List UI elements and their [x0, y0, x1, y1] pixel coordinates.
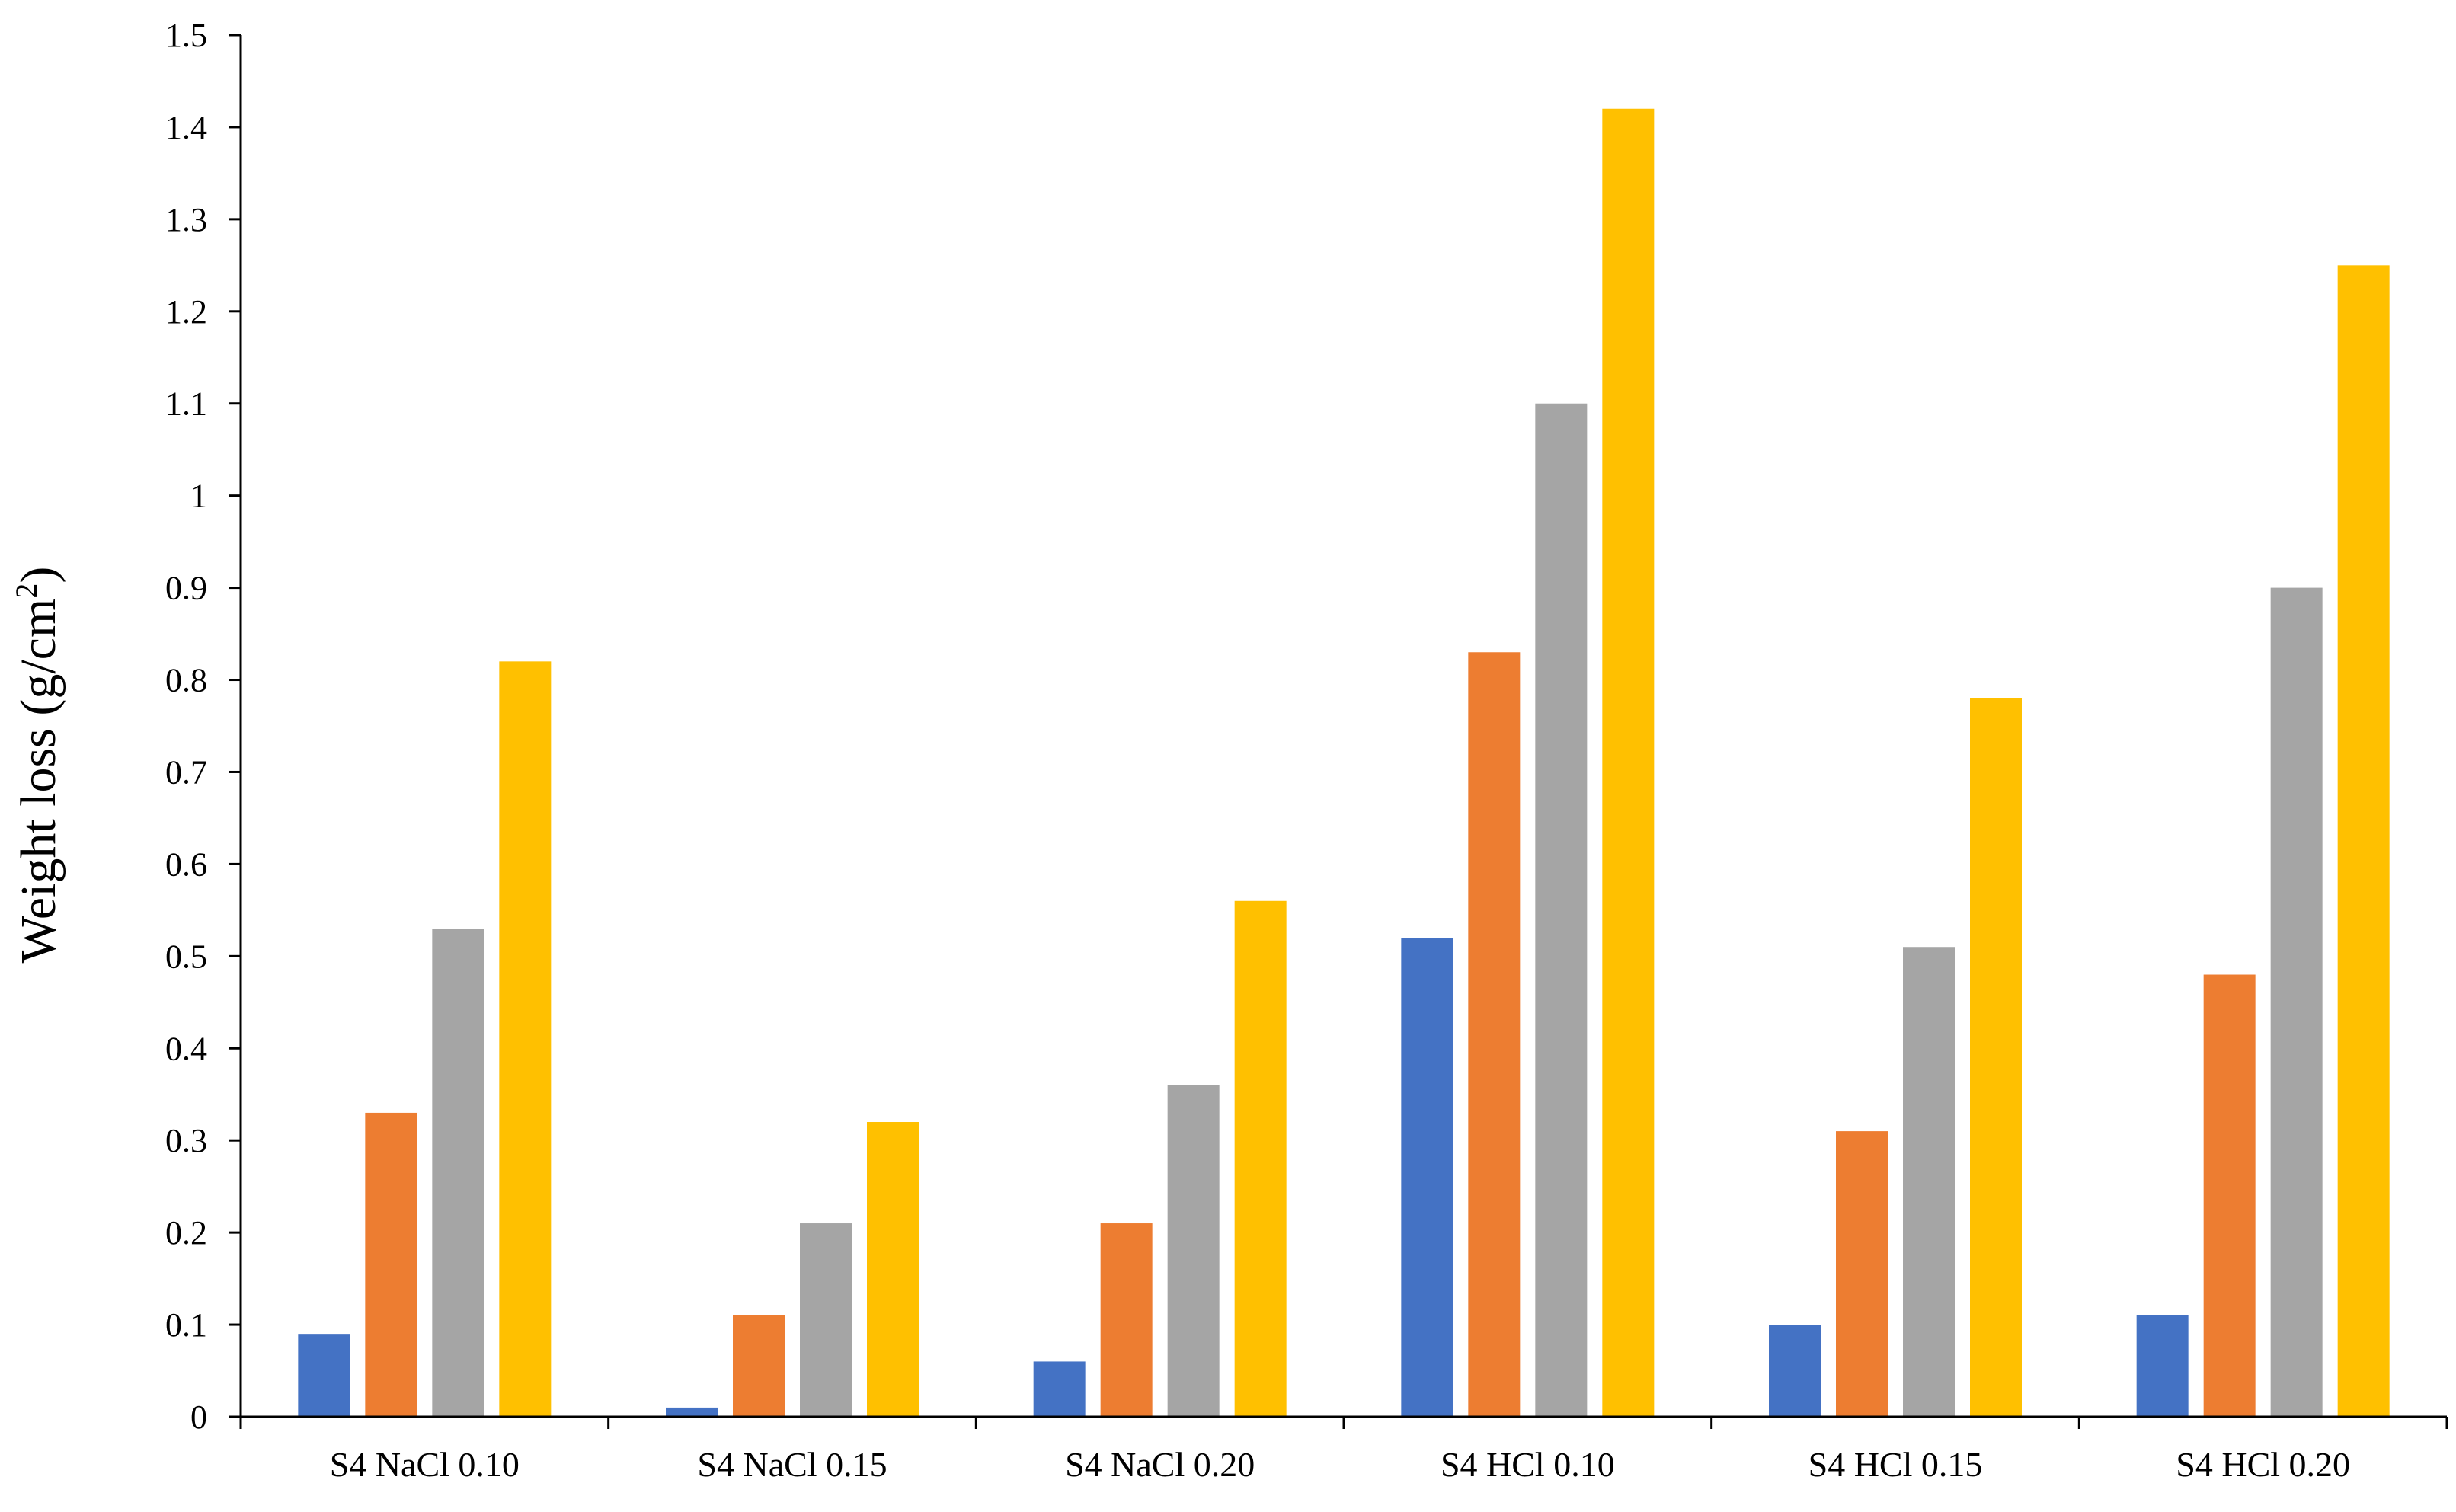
- bar: [1401, 938, 1453, 1417]
- x-axis: S4 NaCl 0.10 S4 NaCl 0.15 S4 NaCl 0.20 S4 H…: [239, 1415, 2448, 1484]
- y-axis-title-end: ): [11, 567, 66, 583]
- bar: [1903, 947, 1955, 1417]
- bar: [2203, 974, 2256, 1417]
- bar: [1970, 698, 2022, 1417]
- y-tick-label: 1.3: [165, 201, 207, 238]
- bar: [2136, 1315, 2189, 1417]
- bar: [1033, 1361, 1086, 1417]
- bar: [499, 661, 552, 1417]
- y-tick-label: 1.5: [165, 17, 207, 54]
- bar: [1836, 1131, 1888, 1417]
- bar: [867, 1122, 919, 1417]
- y-tick-label: 1: [190, 478, 207, 515]
- bar: [733, 1315, 785, 1417]
- bar: [1769, 1325, 1821, 1417]
- bar: [1535, 403, 1588, 1417]
- x-tick-label: S4 HCl 0.15: [1808, 1445, 1983, 1484]
- x-tick-label: S4 NaCl 0.15: [697, 1445, 887, 1484]
- y-tick-label: 0.5: [165, 938, 207, 975]
- y-tick-label: 0.2: [165, 1214, 207, 1251]
- y-tick-label: 0.9: [165, 570, 207, 607]
- bar: [800, 1223, 852, 1417]
- x-tick-label: S4 HCl 0.20: [2176, 1445, 2350, 1484]
- bar: [1234, 900, 1287, 1417]
- y-axis-title-superscript: 2: [9, 583, 43, 599]
- y-tick-label: 0.6: [165, 846, 207, 883]
- x-tick-label: S4 HCl 0.10: [1441, 1445, 1615, 1484]
- y-tick-label: 0: [190, 1399, 207, 1436]
- bar: [432, 929, 484, 1417]
- y-axis-title-text: Weight loss (g/cm: [11, 599, 66, 964]
- bar: [666, 1407, 718, 1417]
- bar: [1602, 108, 1655, 1417]
- x-tick-label: S4 NaCl 0.20: [1065, 1445, 1255, 1484]
- y-tick-label: 1.2: [165, 293, 207, 331]
- y-axis: 0 0.1 0.2 0.3 0.4 0.5 0.6 0.7 0.8 0.9 1 1.1 1.2 1.3 1.…: [165, 17, 242, 1436]
- bar: [2337, 265, 2390, 1417]
- y-tick-label: 0.4: [165, 1030, 207, 1067]
- bar: [365, 1112, 417, 1417]
- x-tick-label: S4 NaCl 0.10: [330, 1445, 520, 1484]
- y-tick-label: 1.4: [165, 109, 207, 146]
- bar: [1100, 1223, 1153, 1417]
- bar: [1468, 652, 1521, 1417]
- svg-text:Weight loss (g/cm2): Weight loss (g/cm2): [9, 567, 66, 964]
- y-tick-label: 0.3: [165, 1122, 207, 1159]
- bar: [298, 1334, 350, 1417]
- y-tick-label: 1.1: [165, 385, 207, 423]
- bars: [298, 108, 2390, 1417]
- y-axis-title: Weight loss (g/cm2): [9, 567, 66, 964]
- y-tick-label: 0.1: [165, 1306, 207, 1344]
- y-tick-label: 0.8: [165, 662, 207, 699]
- y-tick-label: 0.7: [165, 753, 207, 791]
- bar: [2270, 587, 2323, 1417]
- bar: [1167, 1085, 1220, 1417]
